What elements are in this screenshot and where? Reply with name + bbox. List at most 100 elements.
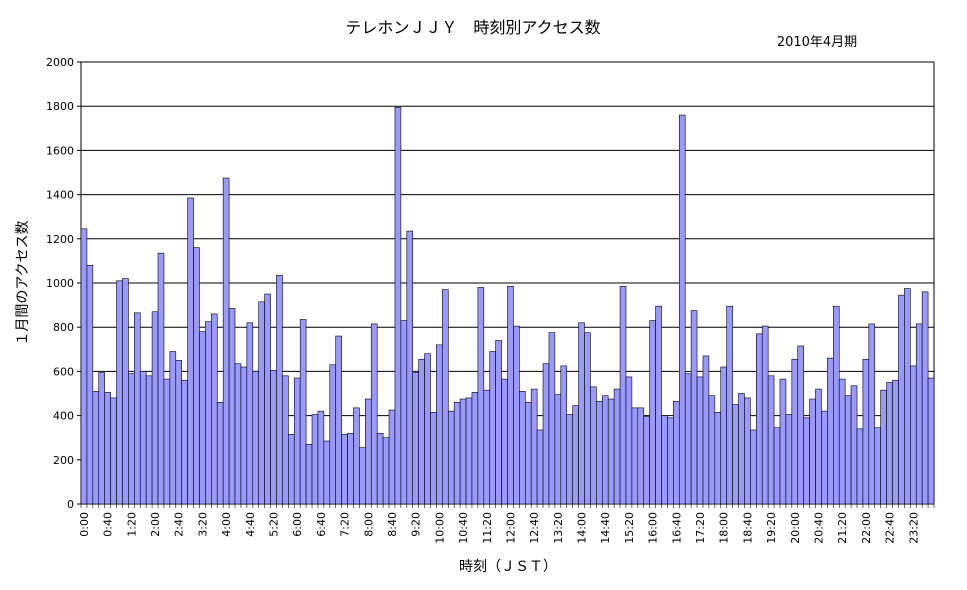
bar: [874, 427, 881, 505]
y-tick-label: 1800: [46, 100, 74, 113]
x-tick-label: 6:00: [291, 512, 304, 537]
bar: [317, 410, 325, 505]
x-tick-label: 14:00: [576, 512, 589, 544]
bar: [240, 366, 248, 505]
bar: [365, 398, 372, 505]
bar: [619, 286, 627, 505]
bar: [394, 107, 402, 505]
bar: [886, 382, 893, 505]
y-tick-label: 1000: [46, 277, 74, 290]
bar: [187, 197, 194, 505]
y-axis-ticks: 0 200 400 600 800 1000 1200 1400 1600 1800 2000: [46, 56, 81, 511]
bar: [418, 358, 425, 505]
bar: [524, 402, 532, 505]
x-tick-label: 7:20: [339, 512, 352, 537]
bar: [797, 345, 804, 505]
bar: [673, 400, 680, 505]
bar: [145, 375, 153, 505]
bar: [110, 397, 117, 505]
bar: [708, 395, 716, 505]
bar: [714, 411, 722, 505]
bar: [880, 389, 887, 505]
x-tick-label: 17:20: [694, 512, 707, 544]
bar: [382, 437, 390, 505]
bar: [169, 351, 177, 505]
bar: [335, 335, 342, 505]
x-tick-label: 12:00: [504, 512, 517, 544]
bar: [80, 228, 88, 505]
x-tick-label: 22:40: [884, 512, 897, 544]
bar: [258, 301, 265, 505]
bars: [80, 107, 935, 505]
x-tick-label: 0:40: [102, 512, 115, 537]
bar: [910, 365, 917, 505]
x-tick-label: 6:40: [315, 512, 328, 537]
bar: [856, 428, 864, 505]
x-tick-label: 4:00: [220, 512, 233, 537]
x-tick-label: 10:40: [457, 512, 470, 544]
bar: [359, 447, 366, 505]
bar: [453, 402, 461, 505]
bar: [406, 230, 414, 505]
bar: [370, 323, 378, 505]
bar: [86, 265, 94, 505]
bar: [915, 323, 923, 505]
bar: [791, 358, 799, 505]
bar: [323, 440, 331, 505]
bar: [92, 390, 100, 505]
bar: [199, 331, 206, 505]
bar: [116, 280, 123, 505]
x-tick-label: 3:20: [196, 512, 209, 537]
bar: [246, 322, 254, 505]
bar: [761, 325, 769, 505]
y-tick-label: 0: [67, 498, 74, 511]
chart-subtitle: 2010年4月期: [777, 35, 857, 50]
x-tick-label: 13:20: [552, 512, 565, 544]
bar: [631, 407, 639, 505]
bar: [329, 364, 337, 505]
bar: [228, 308, 236, 505]
bar: [489, 351, 496, 505]
bar: [607, 398, 615, 505]
bar: [726, 305, 733, 505]
bar: [690, 310, 698, 505]
bar: [755, 333, 763, 505]
bar: [341, 434, 348, 505]
bar: [157, 252, 165, 505]
x-tick-label: 18:00: [718, 512, 731, 544]
bar: [554, 394, 562, 505]
y-tick-label: 1600: [46, 144, 74, 157]
bar: [501, 378, 508, 505]
x-tick-label: 20:00: [789, 512, 802, 544]
x-tick-label: 22:00: [860, 512, 873, 544]
bar: [311, 414, 319, 505]
bar: [827, 357, 834, 505]
bar: [684, 373, 692, 505]
bar: [139, 371, 147, 505]
x-tick-label: 23:20: [907, 512, 920, 544]
bar: [560, 365, 568, 505]
bar: [507, 286, 514, 505]
bar: [590, 386, 597, 505]
bar: [471, 392, 479, 505]
x-tick-label: 4:40: [244, 512, 257, 537]
bar: [424, 353, 431, 505]
bar: [181, 379, 188, 505]
bar: [625, 376, 633, 505]
bar: [264, 293, 271, 505]
bar: [530, 388, 538, 505]
bar: [572, 405, 579, 505]
bar: [104, 392, 111, 505]
bar: [862, 358, 870, 505]
bar: [282, 375, 289, 505]
bar: [868, 323, 876, 505]
x-tick-label: 8:00: [362, 512, 375, 537]
y-tick-label: 1200: [46, 233, 74, 246]
bar: [205, 321, 212, 505]
bar: [566, 414, 573, 505]
x-axis-ticks: 0:00 0:40 1:20 2:00 2:40 3:20 4:00 4:40 5:20 6:00…: [78, 504, 935, 544]
x-tick-label: 14:40: [599, 512, 612, 544]
bar: [477, 287, 485, 505]
bar: [738, 393, 745, 505]
x-tick-label: 0:00: [78, 512, 91, 537]
